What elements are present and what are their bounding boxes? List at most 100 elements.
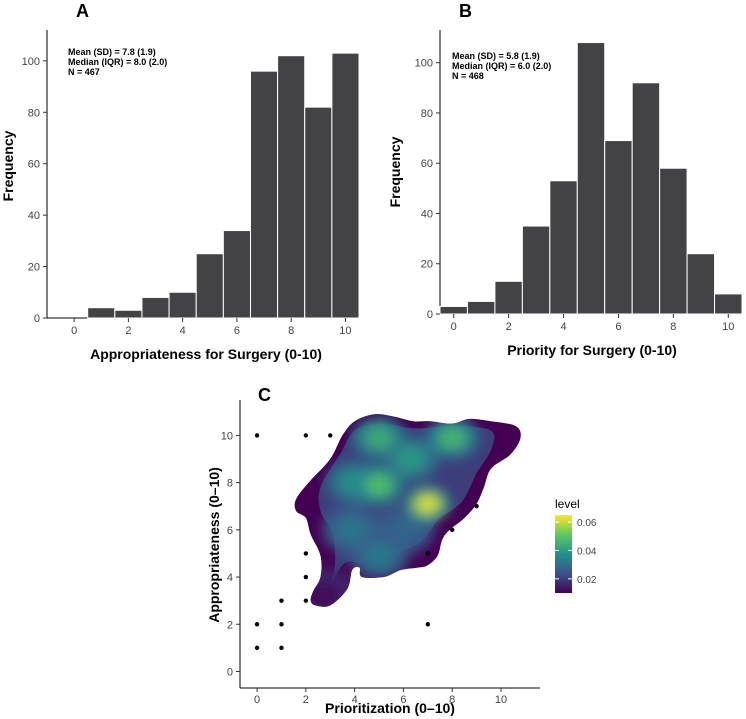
bar-b-6 [604, 140, 633, 315]
scatter-points [254, 433, 479, 651]
y-tick-label-b-20: 20 [421, 259, 433, 271]
legend-ticks: 0.02 0.04 0.06 [555, 518, 597, 586]
x-tick-label-c-4: 4 [352, 694, 358, 706]
x-ticks-c: 0 2 4 6 8 10 [254, 688, 507, 706]
bar-b-9 [686, 253, 716, 315]
x-tick-label-b-0: 0 [451, 321, 457, 333]
scatter-point-10 [303, 598, 309, 603]
scatter-point-13 [449, 527, 455, 533]
legend-colorbar [555, 515, 572, 593]
scatter-point-5 [279, 598, 284, 603]
scatter-point-9 [303, 574, 309, 580]
bars-b [439, 42, 743, 315]
y-axis-title-b: Frequency [387, 136, 403, 207]
x-tick-label-b-8: 8 [670, 321, 676, 333]
bar-a-5 [195, 253, 224, 319]
y-tick-label-b-80: 80 [421, 108, 433, 120]
x-tick-label-b-4: 4 [560, 321, 566, 333]
scatter-point-14 [474, 504, 479, 509]
legend-title: level [555, 497, 580, 511]
bar-a-7 [249, 70, 279, 319]
scatter-point-4 [254, 645, 260, 651]
bar-b-4 [549, 180, 578, 315]
scatter-point-2 [328, 433, 333, 438]
stat-mean-b: Mean (SD) = 5.8 (1.9) [452, 51, 540, 61]
panel-label-c: C [258, 385, 271, 405]
density-peak-inner-5 [395, 446, 427, 472]
bar-b-3 [521, 225, 551, 315]
scatter-point-7 [279, 645, 284, 651]
x-tick-label-a-0: 0 [71, 325, 77, 337]
stat-median-a: Median (IQR) = 8.0 (2.0) [68, 57, 167, 67]
bar-a-10 [331, 52, 360, 319]
density-peak-inner-3 [362, 542, 396, 569]
y-axis-title-a: Frequency [0, 130, 16, 201]
x-axis-title-c: Prioritization (0–10) [325, 700, 455, 716]
density-peak-inner-9 [415, 494, 440, 514]
x-ticks-a: 0 2 4 6 8 10 [71, 318, 352, 337]
y-tick-label-c-0: 0 [227, 666, 233, 678]
legend: level 0.02 0.04 0.06 [555, 497, 597, 593]
density-peak-inner-6 [364, 425, 394, 450]
y-ticks-a: 0 20 40 60 80 100 [22, 56, 47, 325]
legend-tick-label-0: 0.02 [577, 575, 597, 586]
stat-n-a: N = 467 [68, 67, 100, 77]
x-tick-label-b-2: 2 [506, 321, 512, 333]
y-tick-label-a-20: 20 [28, 262, 40, 274]
y-axis-title-c: Appropriateness (0–10) [206, 467, 222, 623]
y-tick-label-a-100: 100 [22, 56, 40, 68]
bar-b-5 [576, 42, 606, 315]
scatter-point-0 [254, 433, 260, 438]
scatter-point-12 [425, 622, 431, 627]
scatter-point-3 [254, 622, 260, 627]
bar-a-3 [141, 296, 170, 319]
stat-n-b: N = 468 [452, 71, 484, 81]
y-tick-label-a-40: 40 [28, 210, 40, 222]
y-tick-label-c-10: 10 [221, 430, 233, 442]
x-tick-label-a-2: 2 [125, 325, 131, 337]
panel-label-a: A [76, 1, 89, 21]
x-ticks-b: 0 2 4 6 8 10 [451, 314, 734, 333]
x-tick-label-c-2: 2 [303, 694, 309, 706]
histogram-appropriateness: A 0 2 4 6 8 10 0 20 40 60 80 100 Mean (SD) = 7.8 (… [0, 1, 360, 362]
density-peak-inner-2 [335, 516, 369, 543]
y-tick-label-b-60: 60 [421, 158, 433, 170]
legend-tick-label-2: 0.06 [577, 518, 597, 529]
bar-a-6 [222, 230, 251, 319]
x-axis-title-b: Priority for Surgery (0-10) [507, 342, 677, 358]
x-tick-label-a-8: 8 [288, 325, 294, 337]
bar-a-4 [168, 291, 197, 319]
bar-a-1 [87, 307, 116, 319]
bar-b-1 [466, 300, 496, 315]
x-tick-label-c-10: 10 [495, 694, 507, 706]
bar-a-2 [114, 309, 143, 319]
y-ticks-b: 0 20 40 60 80 100 [415, 58, 440, 321]
y-tick-label-b-0: 0 [427, 309, 433, 321]
stat-mean-a: Mean (SD) = 7.8 (1.9) [68, 47, 156, 57]
y-tick-label-b-100: 100 [415, 58, 433, 70]
y-tick-label-a-80: 80 [28, 107, 40, 119]
y-tick-label-b-40: 40 [421, 208, 433, 220]
y-tick-label-c-2: 2 [227, 619, 233, 631]
bar-b-0 [439, 305, 468, 315]
legend-tick-label-1: 0.04 [577, 546, 597, 557]
x-axis-title-a: Appropriateness for Surgery (0-10) [90, 346, 322, 362]
scatter-point-6 [279, 622, 284, 627]
scatter-point-11 [425, 551, 431, 556]
y-tick-label-c-6: 6 [227, 525, 233, 537]
bar-b-2 [494, 280, 523, 315]
y-tick-label-c-8: 8 [227, 478, 233, 490]
x-tick-label-a-10: 10 [339, 325, 351, 337]
x-tick-label-c-8: 8 [449, 694, 455, 706]
histogram-priority: B 0 2 4 6 8 10 0 20 40 60 80 100 Mean (SD) = 5.8 (… [387, 1, 743, 358]
density-peaks [294, 416, 479, 607]
panel-label-b: B [459, 1, 472, 21]
scatter-point-8 [303, 551, 309, 556]
y-ticks-c: 0 2 4 6 8 10 [221, 430, 240, 678]
bar-b-8 [659, 167, 688, 315]
x-tick-label-b-10: 10 [722, 321, 734, 333]
bar-a-8 [277, 55, 306, 319]
stat-median-b: Median (IQR) = 6.0 (2.0) [452, 61, 551, 71]
